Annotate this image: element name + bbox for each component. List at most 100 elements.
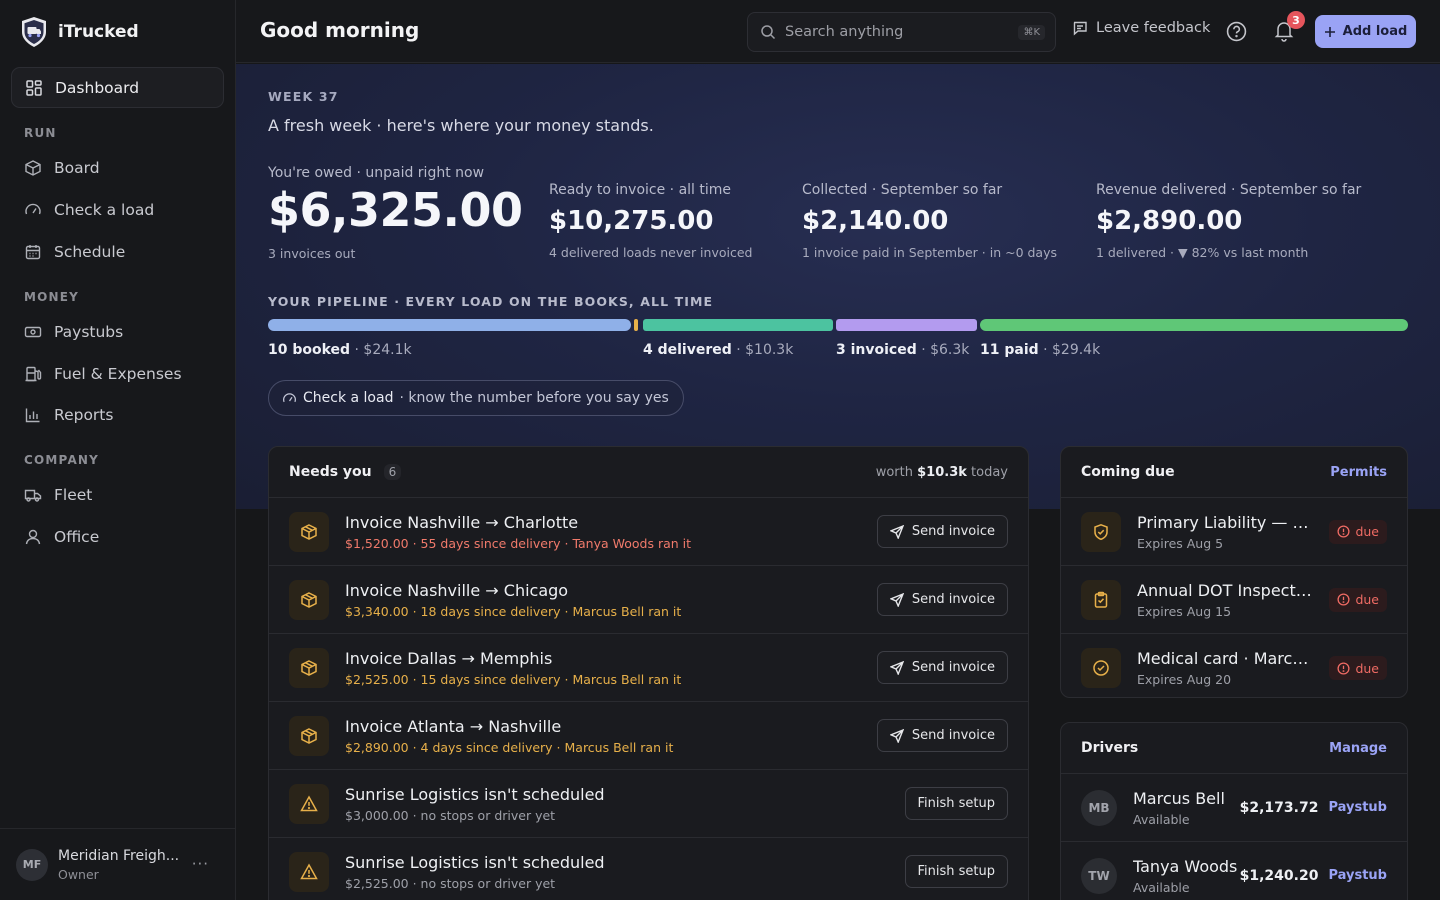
- nav-section-run: RUN: [24, 126, 57, 140]
- gauge-icon: [282, 391, 297, 406]
- needs-you-card: Needs you 6 worth $10.3k today Invoice N…: [268, 446, 1029, 900]
- help-icon[interactable]: [1226, 21, 1247, 42]
- list-item[interactable]: Sunrise Logistics isn't scheduled $3,000…: [269, 770, 1028, 838]
- send-invoice-button[interactable]: Send invoice: [876, 583, 1008, 616]
- button-label: Finish setup: [917, 796, 996, 811]
- add-load-button[interactable]: Add load: [1315, 15, 1416, 48]
- sidebar-item-fuel-expenses[interactable]: Fuel & Expenses: [11, 353, 224, 394]
- item-title: Sunrise Logistics isn't scheduled: [345, 852, 605, 872]
- finish-setup-button[interactable]: Finish setup: [904, 787, 1008, 820]
- button-label: Send invoice: [911, 660, 995, 675]
- list-item[interactable]: Annual DOT Inspectio... Expires Aug 15 d…: [1061, 566, 1407, 634]
- sidebar-item-board[interactable]: Board: [11, 147, 224, 188]
- sidebar-item-office[interactable]: Office: [11, 516, 224, 557]
- list-item[interactable]: Medical card · Marcus... Expires Aug 20 …: [1061, 634, 1407, 697]
- dashboard-grid-icon: [25, 79, 43, 97]
- card-title: Needs you: [289, 464, 372, 480]
- button-label: Send invoice: [911, 592, 995, 607]
- nav-section-money: MONEY: [24, 290, 80, 304]
- drivers-card: Drivers Manage MB Marcus Bell Available …: [1060, 722, 1408, 900]
- metric-value: $10,275.00: [549, 206, 714, 236]
- due-badge: due: [1329, 519, 1387, 544]
- package-icon: [289, 511, 329, 552]
- item-subtitle: $2,525.00 · 15 days since delivery · Mar…: [345, 671, 682, 687]
- driver-status: Available: [1133, 811, 1190, 827]
- list-item[interactable]: Invoice Atlanta → Nashville $2,890.00 · …: [269, 702, 1028, 770]
- sidebar-item-dashboard[interactable]: Dashboard: [11, 67, 224, 108]
- list-item[interactable]: Invoice Dallas → Memphis $2,525.00 · 15 …: [269, 634, 1028, 702]
- item-title: Annual DOT Inspectio...: [1137, 580, 1315, 600]
- pipeline-title: YOUR PIPELINE · EVERY LOAD ON THE BOOKS,…: [268, 294, 714, 309]
- send-invoice-button[interactable]: Send invoice: [876, 651, 1008, 684]
- search-icon: [760, 24, 776, 40]
- driver-row[interactable]: MB Marcus Bell Available $2,173.72 Payst…: [1061, 774, 1407, 842]
- permits-link[interactable]: Permits: [1330, 464, 1387, 480]
- due-badge: due: [1329, 656, 1387, 680]
- pipeline-bar-invoiced[interactable]: [836, 319, 977, 331]
- send-icon: [889, 660, 904, 675]
- worth-prefix: worth: [875, 464, 913, 480]
- finish-setup-button[interactable]: Finish setup: [904, 855, 1008, 888]
- send-invoice-button[interactable]: Send invoice: [876, 719, 1008, 752]
- sidebar-item-schedule[interactable]: Schedule: [11, 231, 224, 272]
- send-invoice-button[interactable]: Send invoice: [876, 515, 1008, 548]
- user-icon: [24, 528, 42, 546]
- metric-sub: 1 invoice paid in September · in ~0 days: [802, 245, 1058, 260]
- pipeline-bar-marker: [634, 319, 638, 331]
- sidebar-item-fleet[interactable]: Fleet: [11, 474, 224, 515]
- brand[interactable]: iTrucked: [20, 14, 139, 50]
- org-name: Meridian Freigh...: [58, 847, 180, 864]
- more-options-icon[interactable]: ···: [191, 855, 209, 873]
- nav-section-company: COMPANY: [24, 453, 100, 467]
- badge-check-icon: [1081, 648, 1121, 688]
- item-title: Medical card · Marcus...: [1137, 649, 1315, 668]
- sidebar-item-label: Board: [54, 158, 100, 177]
- sidebar-item-check-a-load[interactable]: Check a load: [11, 189, 224, 230]
- message-square-icon: [1072, 20, 1088, 36]
- stage-amount: · $29.4k: [1043, 342, 1101, 358]
- list-item[interactable]: Invoice Nashville → Charlotte $1,520.00 …: [269, 498, 1028, 566]
- metric-label: Revenue delivered · September so far: [1096, 182, 1362, 198]
- sidebar-item-label: Reports: [54, 405, 114, 424]
- manage-drivers-link[interactable]: Manage: [1329, 740, 1387, 756]
- alert-circle-icon: [1337, 661, 1350, 675]
- calendar-icon: [24, 243, 42, 261]
- metric-value: $2,890.00: [1096, 206, 1243, 236]
- item-subtitle: $1,520.00 · 55 days since delivery · Tan…: [345, 535, 692, 551]
- add-load-label: Add load: [1342, 24, 1408, 39]
- sidebar-item-paystubs[interactable]: Paystubs: [11, 311, 224, 352]
- pipeline-bar-booked[interactable]: [268, 319, 631, 331]
- list-item[interactable]: Invoice Nashville → Chicago $3,340.00 · …: [269, 566, 1028, 634]
- bell-icon[interactable]: [1274, 20, 1294, 42]
- item-subtitle: Expires Aug 5: [1137, 535, 1224, 551]
- check-pill-title: Check a load: [303, 390, 394, 406]
- item-subtitle: $2,890.00 · 4 days since delivery · Marc…: [345, 739, 674, 755]
- sidebar-item-label: Fuel & Expenses: [54, 364, 182, 383]
- metric-sub: 4 delivered loads never invoiced: [549, 245, 753, 260]
- org-switcher[interactable]: MF Meridian Freigh... Owner ···: [0, 828, 235, 900]
- item-subtitle: $3,340.00 · 18 days since delivery · Mar…: [345, 603, 682, 619]
- card-title: Coming due: [1081, 464, 1175, 480]
- item-subtitle: Expires Aug 20: [1137, 672, 1232, 687]
- sidebar-item-reports[interactable]: Reports: [11, 394, 224, 435]
- card-header: Drivers Manage: [1061, 723, 1407, 774]
- pipeline-bar-delivered[interactable]: [643, 319, 833, 331]
- cash-icon: [24, 323, 42, 341]
- search-placeholder: Search anything: [785, 24, 904, 40]
- avatar: TW: [1081, 857, 1117, 894]
- paystub-link[interactable]: Paystub: [1328, 868, 1387, 883]
- check-a-load-pill[interactable]: Check a load · know the number before yo…: [268, 380, 684, 416]
- leave-feedback-button[interactable]: Leave feedback: [1072, 20, 1210, 36]
- paystub-link[interactable]: Paystub: [1328, 800, 1387, 815]
- list-item[interactable]: Sunrise Logistics isn't scheduled $2,525…: [269, 838, 1028, 900]
- metric-label: You're owed · unpaid right now: [268, 165, 485, 181]
- stage-amount: · $6.3k: [921, 342, 970, 358]
- brand-name: iTrucked: [58, 22, 139, 42]
- pipeline-bar-paid[interactable]: [980, 319, 1408, 331]
- search-input[interactable]: Search anything ⌘K: [747, 12, 1056, 52]
- driver-row[interactable]: TW Tanya Woods Available $1,240.20 Payst…: [1061, 842, 1407, 900]
- topbar: Good morning Search anything ⌘K Leave fe…: [236, 0, 1440, 63]
- item-title: Primary Liability — Pr...: [1137, 512, 1315, 532]
- card-title: Drivers: [1081, 740, 1139, 756]
- list-item[interactable]: Primary Liability — Pr... Expires Aug 5 …: [1061, 498, 1407, 566]
